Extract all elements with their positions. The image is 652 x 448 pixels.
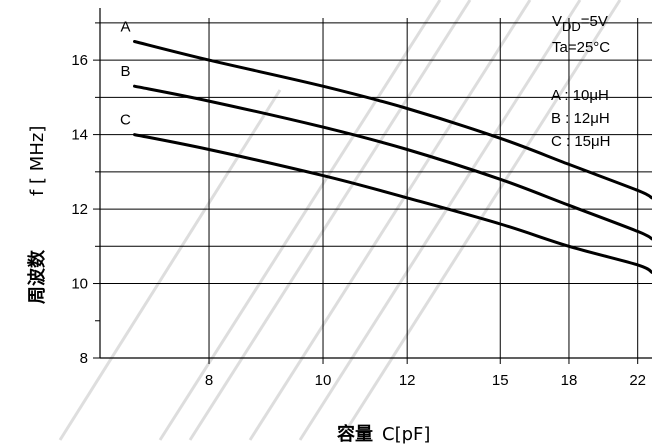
annotation-box: VDD=5V Ta=25°C A : 10μH B : 12μH C : 15μ… <box>551 13 611 150</box>
x-tick-label-8: 8 <box>205 372 213 389</box>
y-axis-title: 周波数 f [ MHz] <box>26 126 48 304</box>
ta-annotation: Ta=25°C <box>552 39 610 56</box>
series-line-c <box>133 133 652 274</box>
series-line-a <box>133 40 652 200</box>
x-tick-label-10: 10 <box>315 372 332 389</box>
y-axis-title-unit: f [ MHz] <box>27 126 48 196</box>
legend-entry-b: B : 12μH <box>551 110 610 127</box>
x-tick-label-15: 15 <box>492 372 509 389</box>
y-axis-title-bold: 周波数 <box>26 249 48 304</box>
tick-labels: 8 10 12 14 16 8 10 12 15 18 22 <box>71 52 646 389</box>
grid <box>100 18 652 358</box>
x-axis-title-bold: 容量 <box>337 423 373 445</box>
series-label-a: A <box>120 19 130 36</box>
y-tick-label-12: 12 <box>71 201 88 218</box>
y-tick-label-10: 10 <box>71 276 88 293</box>
y-tick-label-8: 8 <box>80 350 88 367</box>
series-label-b: B <box>120 63 130 80</box>
legend-entry-c: C : 15μH <box>551 133 611 150</box>
background-watermark <box>58 0 622 441</box>
y-tick-label-16: 16 <box>71 52 88 69</box>
x-tick-label-18: 18 <box>561 372 578 389</box>
series-line-b <box>133 84 652 241</box>
x-tick-label-12: 12 <box>399 372 416 389</box>
curve-labels: A B C <box>120 19 131 129</box>
legend-entry-a: A : 10μH <box>551 87 609 104</box>
y-tick-label-14: 14 <box>71 127 88 144</box>
x-tick-label-22: 22 <box>629 372 646 389</box>
curves <box>133 40 652 274</box>
series-label-c: C <box>120 112 131 129</box>
vdd-annotation: VDD=5V <box>552 13 608 34</box>
x-axis-title-unit: C[pF] <box>382 424 430 445</box>
axes <box>93 8 652 364</box>
